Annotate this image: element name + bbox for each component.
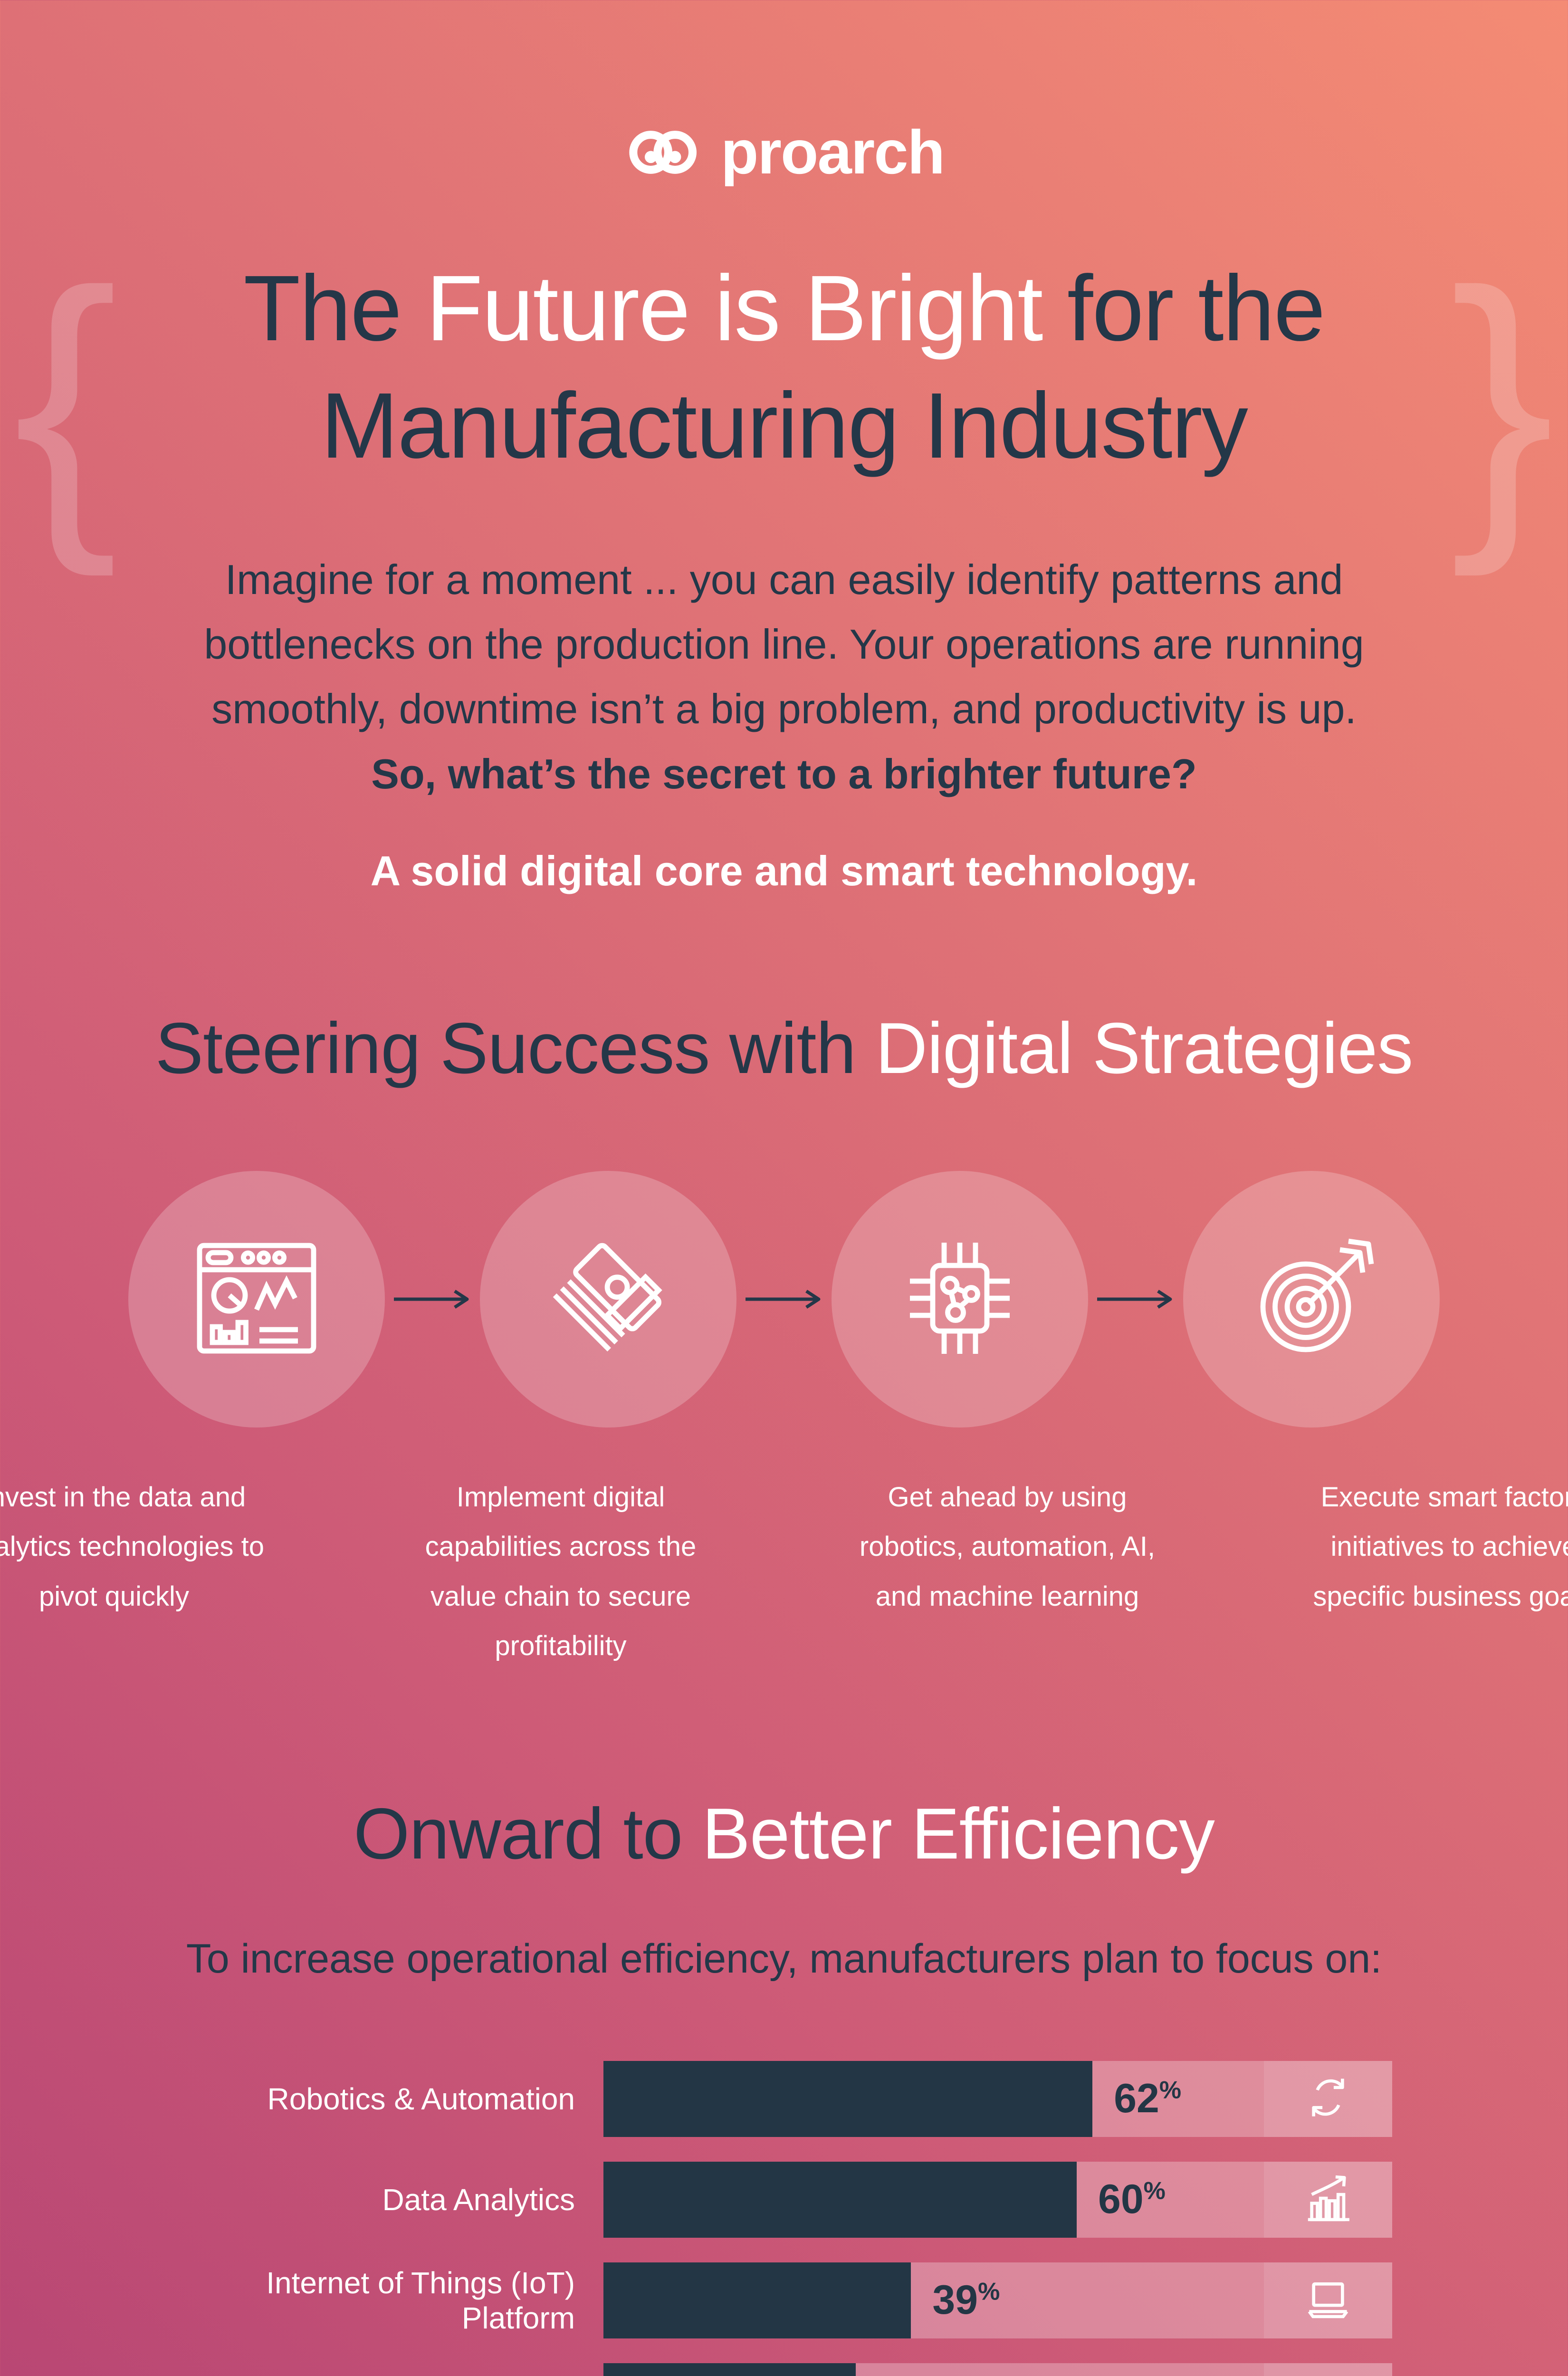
bar-track: 39%	[603, 2262, 1392, 2338]
strategy-caption: Implement digital capabilities across th…	[425, 1482, 697, 1662]
strategy-circle-analytics	[128, 1171, 385, 1428]
strategy-circle-capital	[480, 1171, 736, 1428]
header-logo: proarch	[0, 0, 1568, 188]
decorative-brace-left: {	[13, 227, 118, 577]
ai-chip-icon	[889, 1227, 1031, 1372]
laptop-icon	[1297, 2268, 1359, 2333]
strategies-section: Steering Success with Digital Strategies	[0, 1007, 1568, 1671]
intro-highlight: A solid digital core and smart technolog…	[370, 847, 1198, 895]
bar-icon-cell	[1264, 2363, 1392, 2376]
bar-fill	[603, 2060, 1093, 2137]
bar-row-iot: Internet of Things (IoT) Platform 39%	[176, 2262, 1392, 2338]
analytics-dashboard-icon	[185, 1227, 328, 1372]
flow-arrow-icon	[1088, 1289, 1183, 1310]
flow-arrow-icon	[385, 1289, 480, 1310]
bar-track: 62%	[603, 2060, 1392, 2137]
strategy-circle-ai	[832, 1171, 1088, 1428]
efficiency-heading-dark: Onward to	[354, 1793, 702, 1874]
title-part-dark1: The	[243, 256, 426, 361]
title-line2: Manufacturing Industry	[321, 374, 1248, 478]
bar-label: Data Analytics	[382, 2182, 575, 2217]
bar-row-cloud: Cloud Computing 32%	[176, 2363, 1392, 2376]
bar-value: 39%	[932, 2277, 1000, 2323]
efficiency-subtitle: To increase operational efficiency, manu…	[186, 1935, 1382, 1982]
growth-chart-icon	[1297, 2167, 1359, 2232]
bar-fill	[603, 2262, 911, 2338]
proarch-logo-icon	[624, 125, 705, 180]
bar-icon-cell	[1264, 2262, 1392, 2338]
bar-value: 60%	[1098, 2176, 1166, 2223]
bar-row-analytics: Data Analytics 60%	[176, 2161, 1392, 2238]
title-part-light: Future is Bright	[426, 256, 1043, 361]
strategies-heading-light: Digital Strategies	[875, 1008, 1413, 1089]
bar-label: Robotics & Automation	[267, 2081, 575, 2116]
cloud-check-icon	[1297, 2368, 1359, 2376]
strategy-circles-row	[0, 1171, 1568, 1428]
brand-wordmark: proarch	[720, 117, 945, 187]
bar-fill	[603, 2161, 1077, 2238]
strategy-captions-row: Invest in the data and analytics technol…	[0, 1473, 1568, 1671]
caption-spacer	[290, 1473, 385, 1671]
bar-track: 60%	[603, 2161, 1392, 2238]
bar-fill	[603, 2363, 856, 2376]
bar-label: Internet of Things (IoT) Platform	[266, 2265, 575, 2335]
efficiency-heading: Onward to Better Efficiency	[0, 1792, 1568, 1876]
sync-loop-icon	[1297, 2066, 1359, 2131]
caption-spacer	[736, 1473, 832, 1671]
strategies-heading: Steering Success with Digital Strategies	[0, 1007, 1568, 1090]
page-title: The Future is Bright for the Manufacturin…	[0, 250, 1568, 485]
strategy-caption: Execute smart factory initiatives to ach…	[1313, 1482, 1568, 1612]
bar-value: 62%	[1114, 2076, 1182, 2122]
caption-spacer	[1183, 1473, 1278, 1671]
hero-section: { } The Future is Bright for the Manufact…	[0, 245, 1568, 895]
bar-track: 32%	[603, 2363, 1392, 2376]
money-stack-icon	[537, 1227, 679, 1372]
intro-bold: So, what’s the secret to a brighter futu…	[371, 750, 1197, 797]
efficiency-heading-light: Better Efficiency	[702, 1793, 1214, 1874]
intro-regular: Imagine for a moment ... you can easily …	[204, 556, 1364, 733]
decorative-brace-right: }	[1450, 227, 1555, 577]
strategies-heading-dark: Steering Success with	[155, 1008, 876, 1089]
efficiency-section: Onward to Better Efficiency To increase …	[0, 1792, 1568, 2376]
strategy-circle-target	[1183, 1171, 1440, 1428]
strategy-caption: Invest in the data and analytics technol…	[0, 1482, 264, 1612]
title-part-dark2: for the	[1042, 256, 1326, 361]
bar-icon-cell	[1264, 2161, 1392, 2238]
intro-paragraph: Imagine for a moment ... you can easily …	[195, 547, 1373, 807]
efficiency-bar-chart: Robotics & Automation 62%	[176, 2060, 1392, 2376]
target-arrow-icon	[1240, 1227, 1383, 1372]
bar-row-robotics: Robotics & Automation 62%	[176, 2060, 1392, 2137]
strategy-caption: Get ahead by using robotics, automation,…	[859, 1482, 1156, 1612]
bar-icon-cell	[1264, 2060, 1392, 2137]
flow-arrow-icon	[736, 1289, 832, 1310]
